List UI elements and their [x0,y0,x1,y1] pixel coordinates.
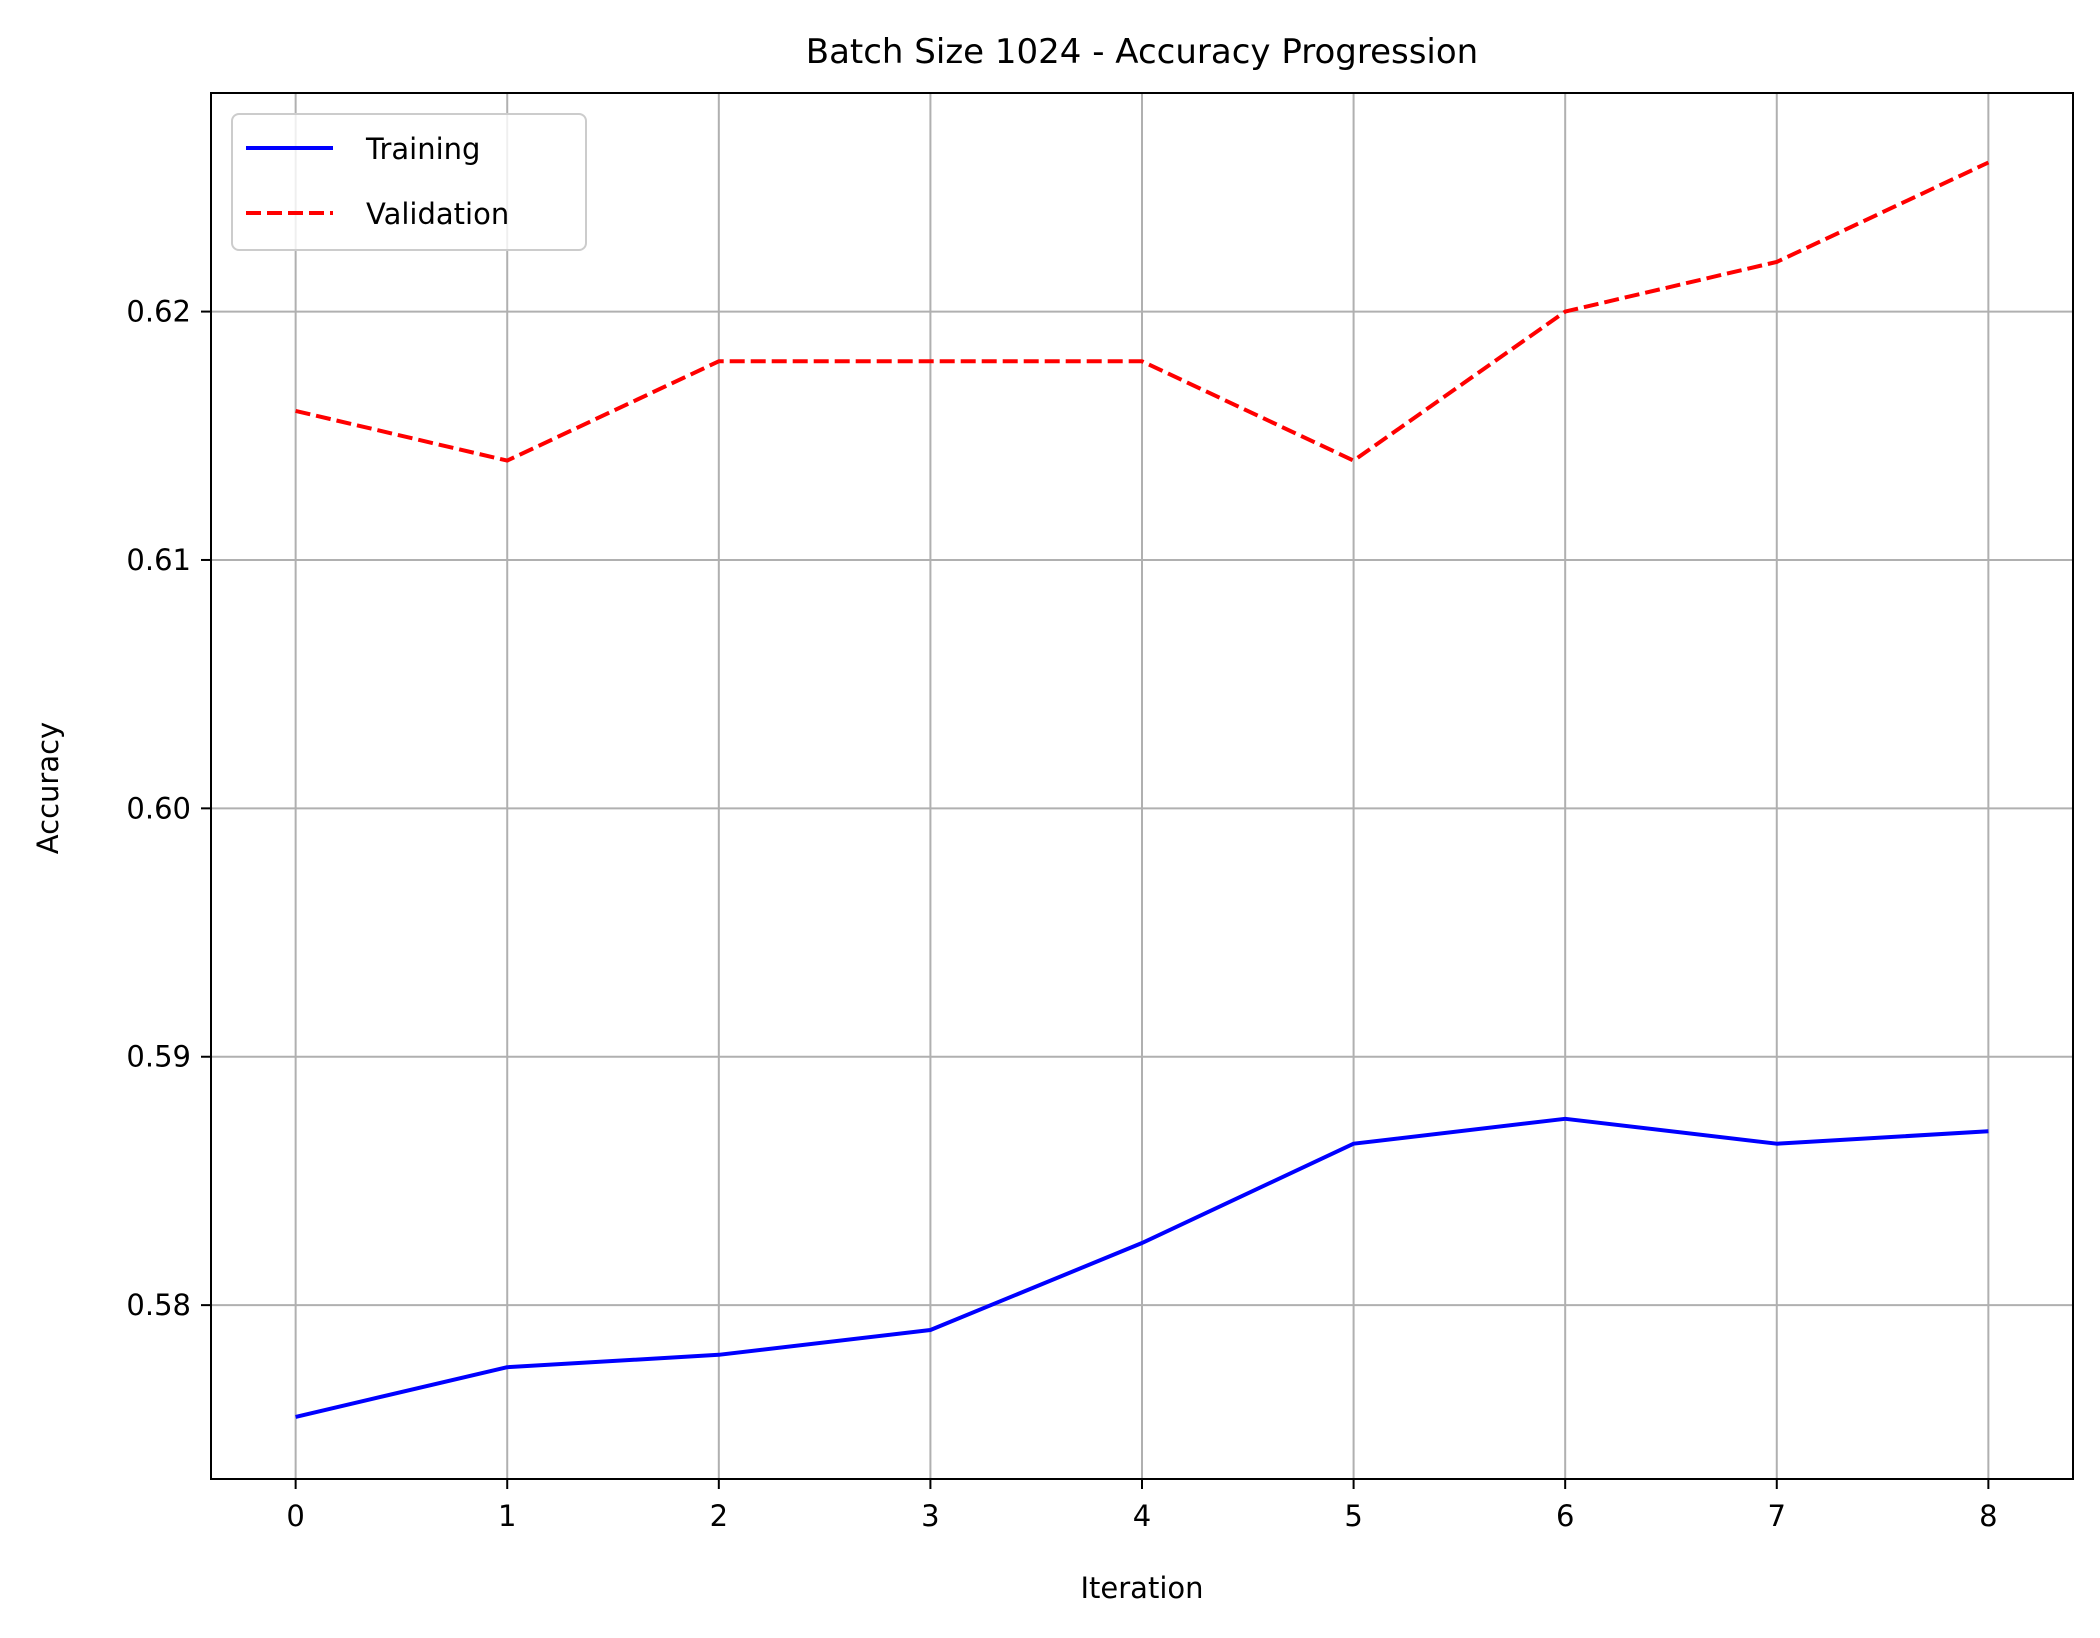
x-tick-label: 0 [286,1499,304,1533]
y-tick-label: 0.59 [126,1040,191,1074]
y-axis-label: Accuracy [31,722,65,854]
legend-label-validation: Validation [366,197,509,231]
grid-lines [211,93,2073,1479]
series-line-validation [295,160,1990,463]
series-line-training [295,1116,1989,1419]
x-tick-label: 7 [1768,1499,1786,1533]
legend-label-training: Training [365,132,480,166]
y-tick-label: 0.61 [126,543,191,577]
chart-title: Batch Size 1024 - Accuracy Progression [806,32,1478,72]
series-lines [295,160,1990,1419]
x-tick-label: 2 [710,1499,728,1533]
x-axis-label: Iteration [1080,1571,1203,1605]
x-tick-label: 3 [921,1499,939,1533]
y-tick-label: 0.58 [126,1288,191,1322]
x-tick-label: 6 [1556,1499,1574,1533]
x-tick-label: 1 [498,1499,516,1533]
axis-ticks: 0 1 2 3 4 5 6 7 8 0.58 0.59 0.60 0.61 0.62 [126,295,1997,1533]
x-tick-label: 4 [1133,1499,1151,1533]
y-tick-label: 0.62 [126,295,191,329]
x-tick-label: 8 [1979,1499,1997,1533]
y-tick-label: 0.60 [126,791,191,825]
legend: Training Validation [231,113,587,251]
x-tick-label: 5 [1344,1499,1362,1533]
